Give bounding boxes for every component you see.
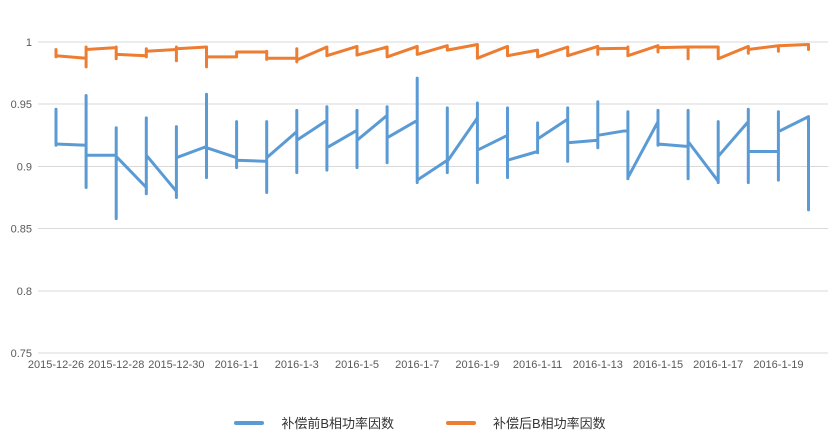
- legend-label-after: 补偿后B相功率因数: [493, 416, 606, 431]
- legend-swatch-after-icon: [446, 420, 476, 425]
- y-tick-label: 0.9: [17, 161, 32, 173]
- legend-item-after-compensation[interactable]: 补偿后B相功率因数: [446, 413, 606, 432]
- y-tick-label: 0.85: [11, 224, 32, 236]
- x-axis-labels: 2015-12-26 2015-12-28 2015-12-30 2016-1-1 20…: [28, 359, 804, 371]
- series-lines: [54, 43, 810, 221]
- legend-item-before-compensation[interactable]: 补偿前B相功率因数: [234, 413, 394, 432]
- y-axis-labels: 1 0.95 0.9 0.85 0.8 0.75: [11, 37, 32, 360]
- x-tick-label: 2016-1-5: [335, 359, 379, 371]
- chart-legend: 补偿前B相功率因数 补偿后B相功率因数: [0, 413, 840, 432]
- x-tick-label: 2016-1-1: [215, 359, 259, 371]
- x-tick-label: 2016-1-11: [513, 359, 562, 371]
- y-tick-label: 0.75: [11, 348, 32, 360]
- legend-swatch-before-icon: [234, 420, 265, 425]
- x-tick-label: 2016-1-17: [693, 359, 743, 371]
- legend-label-before: 补偿前B相功率因数: [281, 416, 394, 431]
- x-tick-label: 2016-1-19: [753, 359, 803, 371]
- x-tick-label: 2016-1-3: [275, 359, 319, 371]
- series-line-after-compensation: [54, 43, 810, 69]
- x-tick-label: 2016-1-7: [395, 359, 439, 371]
- y-tick-label: 1: [26, 37, 32, 49]
- x-tick-label: 2015-12-28: [88, 359, 144, 371]
- gridlines: [38, 41, 828, 354]
- x-tick-label: 2016-1-9: [455, 359, 499, 371]
- x-tick-label: 2015-12-26: [28, 359, 84, 371]
- x-tick-label: 2016-1-15: [633, 359, 683, 371]
- y-tick-label: 0.95: [11, 99, 32, 111]
- x-tick-label: 2015-12-30: [148, 359, 204, 371]
- x-tick-label: 2016-1-13: [573, 359, 623, 371]
- series-line-before-compensation: [54, 76, 810, 221]
- y-tick-label: 0.8: [17, 286, 32, 298]
